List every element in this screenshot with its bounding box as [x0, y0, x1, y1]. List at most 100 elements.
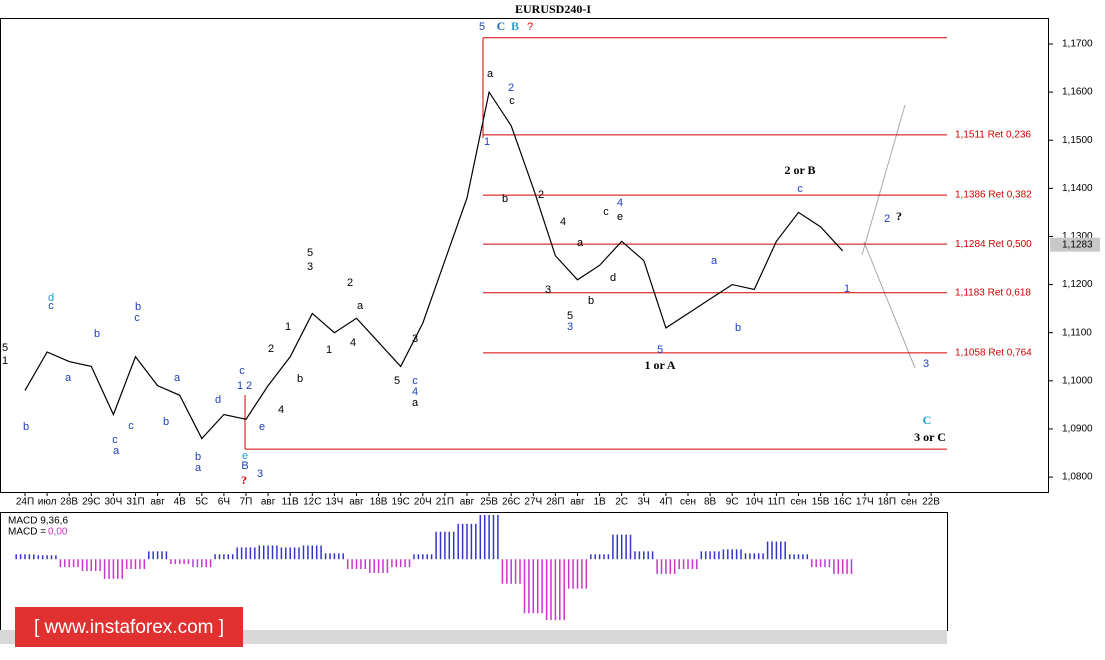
wave-label: 3	[923, 358, 929, 370]
x-tick-label: авг	[150, 497, 165, 508]
wave-label: 3	[412, 333, 418, 345]
x-tick-label: 17Ч	[856, 497, 874, 508]
wave-label: b	[588, 295, 594, 307]
x-tick-label: авг	[570, 497, 585, 508]
wave-label: B	[241, 460, 248, 472]
x-tick-label: июл	[38, 497, 57, 508]
x-tick-label: сен	[901, 497, 917, 508]
x-tick-label: авг	[349, 497, 364, 508]
wave-label: a	[195, 462, 202, 474]
wave-label: C	[497, 19, 506, 33]
macd-title: MACD 9,36,6	[8, 516, 68, 527]
wave-label: c	[134, 312, 140, 324]
wave-label: e	[617, 211, 623, 223]
x-tick-label: 19С	[392, 497, 410, 508]
projection-line	[861, 104, 906, 256]
wave-label: 2	[884, 213, 890, 225]
y-tick-label: 1,1200	[1062, 279, 1093, 290]
x-tick-label: 31П	[126, 497, 144, 508]
wave-label: a	[357, 300, 364, 312]
wave-label: 5	[657, 344, 663, 356]
wave-label: d	[215, 394, 221, 406]
wave-label: b	[135, 301, 141, 313]
wave-label: a	[174, 372, 181, 384]
wave-label: a	[487, 68, 494, 80]
y-tick-label: 1,1500	[1062, 135, 1093, 146]
wave-label: d	[610, 272, 616, 284]
x-tick-label: 20Ч	[414, 497, 432, 508]
y-tick-label: 1,1600	[1062, 87, 1093, 98]
wave-label: 4	[560, 216, 566, 228]
wave-label: c	[48, 300, 54, 312]
wave-label: ?	[896, 209, 902, 223]
x-tick-label: сен	[680, 497, 696, 508]
macd-value: 0,00	[48, 527, 68, 538]
x-tick-label: 24П	[16, 497, 34, 508]
wave-label: 1	[484, 136, 490, 148]
x-tick-label: 10Ч	[745, 497, 763, 508]
wave-label: e	[242, 450, 248, 462]
x-tick-label: сен	[790, 497, 806, 508]
x-tick-label: авг	[460, 497, 475, 508]
watermark: [ www.instaforex.com ]	[34, 617, 224, 638]
wave-label: 4	[412, 386, 418, 398]
x-tick-label: 21П	[436, 497, 454, 508]
wave-label: 1	[237, 380, 243, 392]
wave-label: 3	[545, 284, 551, 296]
fib-level-label: 1,1284 Ret 0,500	[955, 239, 1032, 250]
fib-level-label: 1,1058 Ret 0,764	[955, 348, 1032, 359]
x-tick-label: 16С	[834, 497, 852, 508]
x-tick-label: 11В	[282, 497, 299, 508]
wave-label: 4	[278, 404, 284, 416]
x-tick-label: 11П	[768, 497, 786, 508]
wave-label: 3	[257, 468, 263, 480]
y-tick-label: 1,1300	[1062, 231, 1093, 242]
x-tick-label: 22В	[922, 497, 940, 508]
wave-label: a	[412, 397, 419, 409]
x-tick-label: авг	[261, 497, 276, 508]
x-tick-label: 13Ч	[326, 497, 344, 508]
x-tick-label: 26С	[502, 497, 520, 508]
wave-label: d	[48, 292, 54, 304]
x-tick-label: 18В	[370, 497, 388, 508]
wave-label: 2	[508, 82, 514, 94]
x-tick-label: 7П	[240, 497, 253, 508]
wave-label: 1	[285, 321, 291, 333]
wave-label: 2	[246, 380, 252, 392]
x-tick-label: 27Ч	[524, 497, 542, 508]
chart-title: EURUSD240-I	[515, 2, 591, 16]
wave-label: 2	[347, 277, 353, 289]
wave-label: 2	[538, 189, 544, 201]
wave-label: b	[23, 421, 29, 433]
wave-label: a	[65, 372, 72, 384]
wave-label: c	[412, 375, 418, 387]
watermark-box	[15, 607, 243, 647]
y-tick-label: 1,1100	[1062, 327, 1092, 338]
wave-label: 1 or A	[644, 358, 675, 372]
wave-label: 5	[479, 21, 485, 33]
x-tick-label: 9С	[726, 497, 739, 508]
wave-label: 5	[2, 342, 8, 354]
wave-label: 3 or C	[914, 430, 946, 444]
wave-label: c	[239, 365, 245, 377]
last-price: 1,1283	[1062, 239, 1093, 250]
price-line	[24, 90, 844, 440]
wave-label: c	[112, 434, 118, 446]
wave-label: b	[163, 416, 169, 428]
wave-label: 5	[307, 247, 313, 259]
wave-label: b	[297, 373, 303, 385]
wave-label: 3	[307, 261, 313, 273]
x-tick-label: 4В	[174, 497, 187, 508]
projection-line	[863, 241, 916, 369]
x-tick-label: 30Ч	[105, 497, 123, 508]
y-tick-label: 1,0800	[1062, 472, 1093, 483]
wave-label: 4	[617, 197, 623, 209]
x-tick-label: 4П	[660, 497, 673, 508]
fib-level-label: 1,1511 Ret 0,236	[955, 130, 1031, 141]
wave-label: a	[577, 237, 584, 249]
wave-label: a	[711, 255, 718, 267]
y-tick-label: 1,1000	[1062, 375, 1093, 386]
last-price-box	[1050, 237, 1100, 252]
